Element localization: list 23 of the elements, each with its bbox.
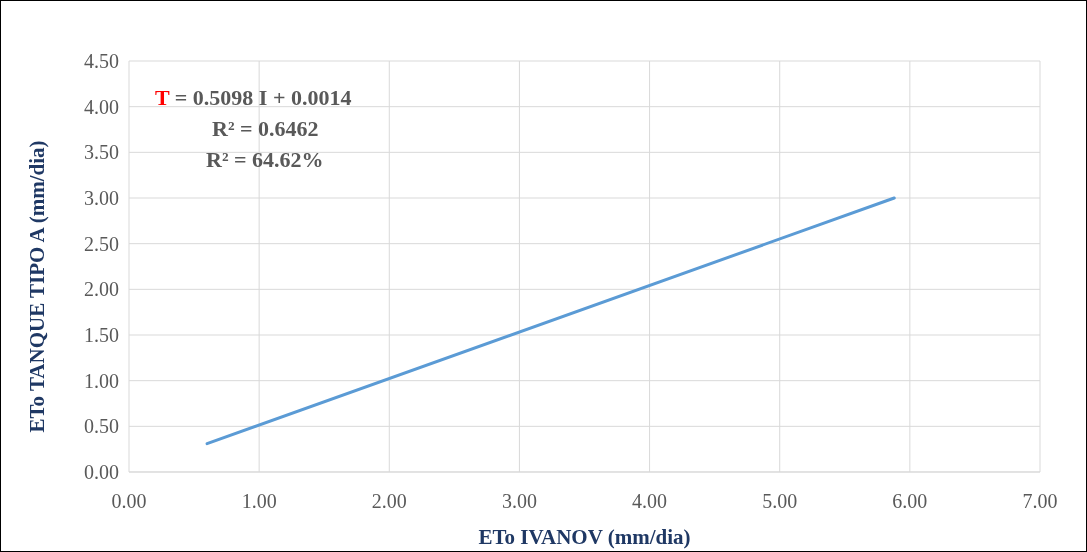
y-tick-label: 0.00 (84, 461, 119, 483)
annotation: R² = 64.62% (206, 147, 324, 172)
x-tick-label: 1.00 (241, 490, 277, 512)
y-tick-label: 2.50 (84, 232, 119, 255)
x-tick-label: 0.00 (111, 490, 147, 512)
y-axis-title: ETo TANQUE TIPO A (mm/dia) (25, 140, 49, 433)
x-axis-title: ETo IVANOV (mm/dia) (478, 525, 691, 549)
x-tick-label: 5.00 (762, 490, 798, 512)
annotation: T = 0.5098 I + 0.0014 (155, 85, 352, 110)
y-tick-label: 1.50 (84, 324, 119, 346)
y-tick-label: 1.00 (84, 369, 119, 392)
y-tick-label: 0.50 (84, 415, 119, 438)
x-tick-label: 2.00 (371, 490, 407, 512)
y-tick-label: 2.00 (84, 278, 119, 301)
y-tick-label: 4.50 (84, 50, 119, 72)
y-tick-label: 4.00 (84, 95, 119, 118)
y-tick-label: 3.50 (84, 141, 119, 164)
x-tick-label: 4.00 (632, 490, 668, 512)
x-tick-label: 6.00 (892, 490, 928, 512)
x-tick-label: 7.00 (1022, 490, 1058, 512)
y-tick-label: 3.00 (84, 187, 119, 209)
x-tick-label: 3.00 (501, 490, 537, 512)
annotation: R² = 0.6462 (212, 116, 319, 141)
